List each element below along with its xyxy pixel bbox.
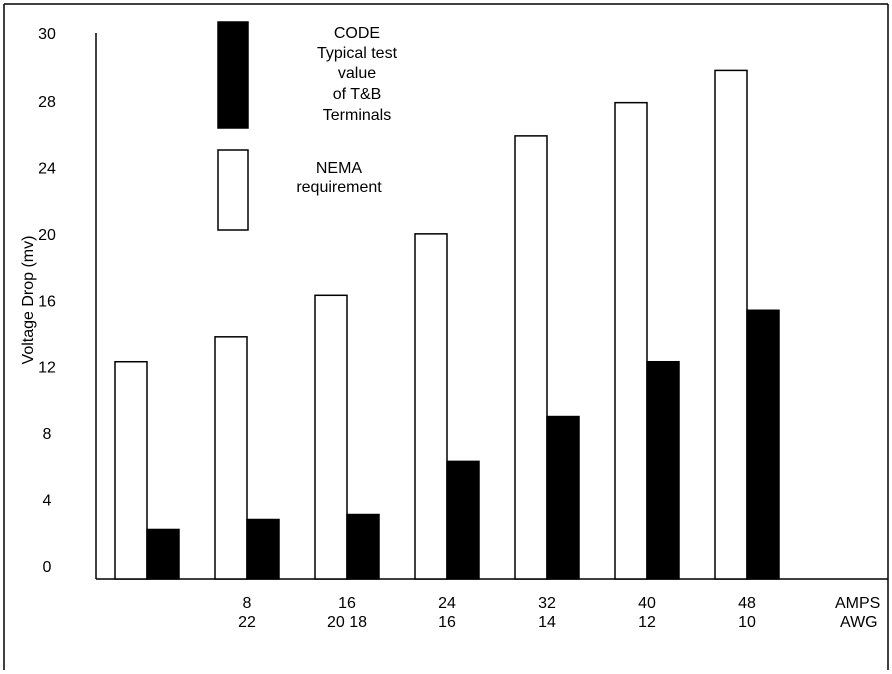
x-axis-amps-label: AMPS	[835, 595, 880, 612]
legend-label-code: CODE	[334, 25, 380, 42]
legend-label-code: Terminals	[323, 107, 391, 124]
bar-nema	[214, 336, 248, 580]
legend-swatch-code	[217, 21, 249, 129]
x-tick-label-awg: 16	[438, 614, 456, 631]
x-tick-label-awg: 20 18	[327, 614, 367, 631]
bar-nema	[114, 360, 148, 580]
legend-label-nema: NEMA	[316, 160, 363, 177]
x-tick-label-amps: 40	[638, 595, 656, 612]
y-tick-label: 4	[43, 493, 52, 510]
bar-nema	[614, 101, 648, 580]
legend-label-code: of T&B	[333, 86, 382, 103]
bar-code	[146, 528, 180, 580]
x-tick-label-awg: 22	[238, 614, 256, 631]
legend: CODE Typical test value of T&B Terminals NEMA…	[217, 21, 398, 231]
x-tick-label-amps: 16	[338, 595, 356, 612]
bar-code	[746, 309, 780, 580]
bar-nema	[414, 233, 448, 580]
x-tick-label-awg: 12	[638, 614, 656, 631]
x-tick-label-amps: 48	[738, 595, 756, 612]
x-tick-label-amps: 32	[538, 595, 556, 612]
y-tick-label: 28	[38, 94, 56, 111]
x-tick-labels: 8 22 16 20 18 24 16 32 14 40 12 48 10	[238, 595, 756, 631]
x-tick-label-amps: 24	[438, 595, 456, 612]
y-tick-label: 0	[43, 559, 52, 576]
bar-code	[546, 415, 580, 580]
y-tick-label: 8	[43, 426, 52, 443]
y-axis-label: Voltage Drop (mv)	[20, 236, 37, 365]
y-tick-label: 30	[38, 26, 56, 43]
y-tick-labels: 0 4 8 12 16 20 24 28 30	[38, 26, 56, 576]
bar-code	[646, 360, 680, 580]
x-axis-awg-label: AWG	[840, 614, 878, 631]
bar-nema	[314, 294, 348, 580]
legend-label-code: value	[338, 65, 376, 82]
bars	[114, 69, 780, 580]
y-tick-label: 24	[38, 160, 56, 177]
legend-swatch-nema	[217, 149, 249, 231]
bar-nema	[714, 69, 748, 580]
y-tick-label: 16	[38, 293, 56, 310]
legend-label-code: Typical test	[317, 45, 398, 62]
bar-nema	[514, 135, 548, 580]
x-tick-label-awg: 10	[738, 614, 756, 631]
x-tick-label-awg: 14	[538, 614, 556, 631]
bar-code	[446, 460, 480, 580]
bar-code	[246, 518, 280, 580]
y-tick-label: 20	[38, 227, 56, 244]
x-tick-label-amps: 8	[243, 595, 252, 612]
bar-code	[346, 513, 380, 580]
legend-label-nema: requirement	[296, 179, 382, 196]
y-tick-label: 12	[38, 360, 56, 377]
